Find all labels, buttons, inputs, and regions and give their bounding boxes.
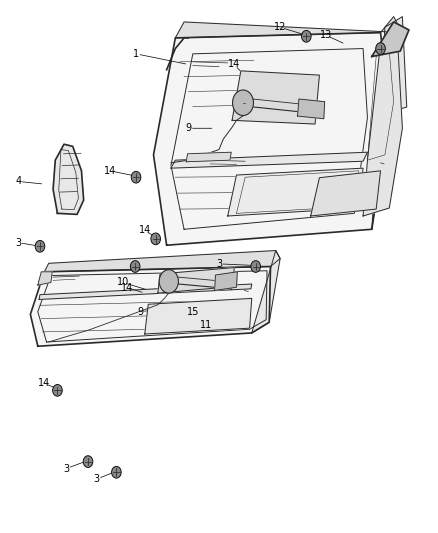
Polygon shape: [215, 272, 237, 290]
Circle shape: [112, 466, 121, 478]
Polygon shape: [39, 284, 252, 300]
Circle shape: [131, 171, 141, 183]
Circle shape: [233, 90, 254, 116]
Text: 9: 9: [138, 306, 144, 317]
Text: 15: 15: [187, 306, 199, 317]
Circle shape: [35, 240, 45, 252]
Text: 14: 14: [104, 166, 116, 176]
Text: 4: 4: [15, 176, 21, 187]
Polygon shape: [372, 22, 409, 56]
Polygon shape: [232, 71, 319, 124]
Circle shape: [53, 384, 62, 396]
Polygon shape: [38, 272, 52, 285]
Polygon shape: [372, 17, 407, 229]
Text: 3: 3: [216, 259, 222, 269]
Polygon shape: [297, 99, 325, 119]
Polygon shape: [30, 266, 271, 346]
Polygon shape: [153, 33, 389, 245]
Polygon shape: [158, 268, 234, 293]
Polygon shape: [145, 298, 252, 334]
Polygon shape: [53, 144, 84, 214]
Circle shape: [251, 261, 261, 272]
Circle shape: [131, 261, 140, 272]
Circle shape: [376, 43, 385, 54]
Text: 13: 13: [320, 30, 332, 41]
Text: 12: 12: [274, 22, 286, 33]
Polygon shape: [363, 43, 403, 216]
Polygon shape: [252, 251, 280, 333]
Text: 10: 10: [117, 278, 129, 287]
Polygon shape: [311, 171, 381, 216]
Text: 14: 14: [139, 225, 151, 236]
Text: 1: 1: [133, 49, 139, 59]
Text: 14: 14: [121, 283, 134, 293]
Text: 3: 3: [63, 464, 69, 473]
Polygon shape: [186, 152, 231, 162]
Circle shape: [159, 270, 178, 293]
Polygon shape: [228, 168, 363, 216]
Text: 14: 14: [38, 378, 50, 389]
Text: 3: 3: [15, 238, 21, 247]
Polygon shape: [44, 251, 280, 272]
Text: 14: 14: [228, 60, 240, 69]
Circle shape: [151, 233, 160, 245]
Circle shape: [83, 456, 93, 467]
Polygon shape: [175, 17, 403, 38]
Polygon shape: [171, 152, 367, 168]
Text: 11: 11: [200, 320, 212, 330]
Text: 3: 3: [94, 474, 100, 484]
Circle shape: [301, 30, 311, 42]
Text: 9: 9: [185, 123, 191, 133]
